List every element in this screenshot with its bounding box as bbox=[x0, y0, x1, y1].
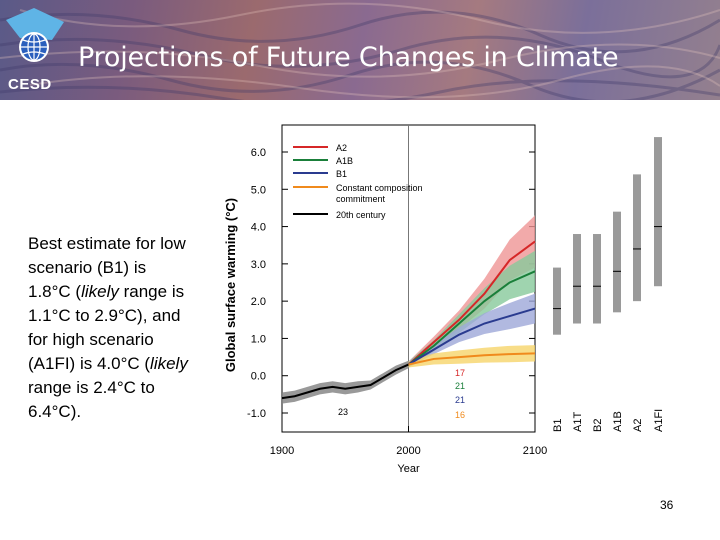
series-band-B1 bbox=[408, 293, 535, 368]
y-tick-label: 1.0 bbox=[251, 333, 266, 345]
legend-label: B1 bbox=[336, 169, 347, 179]
model-count-commit: 16 bbox=[455, 410, 465, 420]
y-tick-label: 3.0 bbox=[251, 259, 266, 271]
range-bar-A1T bbox=[573, 234, 581, 324]
x-tick-label: 2000 bbox=[396, 445, 420, 457]
note-part-2: range is 1.1°C to 2.9°C), and for high s… bbox=[28, 282, 185, 373]
header-banner: CESD Projections of Future Changes in Cl… bbox=[0, 0, 720, 100]
x-axis-label: Year bbox=[397, 463, 420, 475]
y-tick-label: 6.0 bbox=[251, 147, 266, 159]
range-bar-A1B bbox=[613, 211, 621, 313]
model-count-A2: 17 bbox=[455, 368, 465, 378]
cesd-logo bbox=[6, 8, 64, 62]
legend-label: Constant composition bbox=[336, 183, 423, 193]
description-text: Best estimate for low scenario (B1) is 1… bbox=[28, 232, 193, 424]
page-number: 36 bbox=[660, 498, 674, 512]
series-band-A2 bbox=[408, 215, 535, 368]
note-part-1: Best estimate for low scenario (B1) is 1… bbox=[28, 234, 186, 301]
range-label-A1T: A1T bbox=[572, 412, 584, 432]
range-label-B1: B1 bbox=[552, 419, 564, 432]
x-tick-label: 2100 bbox=[523, 445, 547, 457]
range-label-A1FI: A1FI bbox=[653, 409, 665, 432]
range-label-B2: B2 bbox=[592, 419, 604, 432]
series-line-A1B bbox=[407, 270, 536, 366]
legend-label: 20th century bbox=[336, 210, 386, 220]
logo-text: CESD bbox=[8, 76, 52, 93]
legend-label: A2 bbox=[336, 143, 347, 153]
series-line-c20 bbox=[281, 363, 409, 400]
range-bar-B1 bbox=[553, 267, 561, 335]
x-tick-label: 1900 bbox=[270, 445, 294, 457]
page-title: Projections of Future Changes in Climate bbox=[78, 42, 619, 73]
y-tick-label: 0.0 bbox=[251, 371, 266, 383]
series-band-c20 bbox=[282, 360, 409, 404]
series-line-A2 bbox=[407, 240, 536, 366]
note-italic-1: likely bbox=[81, 282, 119, 301]
legend-label: commitment bbox=[336, 194, 386, 204]
range-label-A1B: A1B bbox=[612, 411, 624, 432]
series-band-A1B bbox=[408, 250, 535, 368]
model-count-B1: 21 bbox=[455, 395, 465, 405]
y-tick-label: -1.0 bbox=[247, 408, 266, 420]
note-italic-2: likely bbox=[150, 354, 188, 373]
banner-texture bbox=[0, 2, 720, 100]
model-count-c20: 23 bbox=[338, 407, 348, 417]
y-tick-label: 4.0 bbox=[251, 222, 266, 234]
range-label-A2: A2 bbox=[632, 419, 644, 432]
y-tick-label: 5.0 bbox=[251, 184, 266, 196]
range-bar-A2 bbox=[633, 174, 641, 302]
range-bar-A1FI bbox=[654, 137, 662, 287]
series-line-B1 bbox=[407, 307, 536, 366]
y-tick-label: 2.0 bbox=[251, 296, 266, 308]
series-line-commit bbox=[408, 352, 536, 366]
y-axis-label: Global surface warming (°C) bbox=[223, 198, 238, 372]
range-bar-B2 bbox=[593, 234, 601, 324]
legend-label: A1B bbox=[336, 156, 353, 166]
model-count-A1B: 21 bbox=[455, 381, 465, 391]
note-part-3: range is 2.4°C to 6.4°C). bbox=[28, 378, 155, 421]
